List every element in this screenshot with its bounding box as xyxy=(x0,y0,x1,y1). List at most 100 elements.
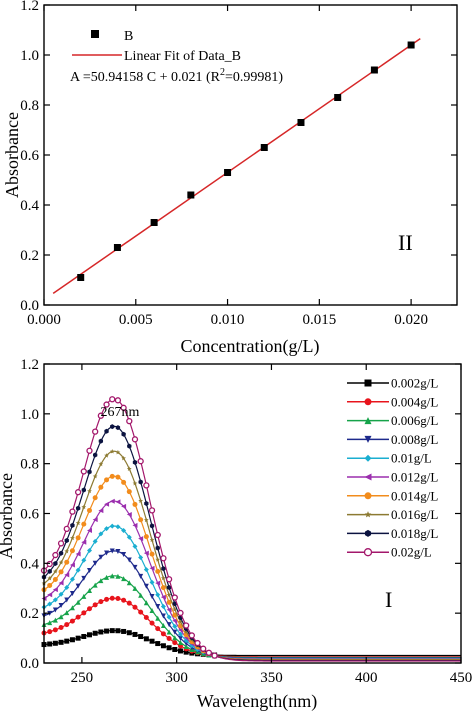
spectrum-point xyxy=(160,594,166,600)
spectrum-point xyxy=(127,443,132,449)
spectrum-point xyxy=(86,447,93,454)
spectrum-point xyxy=(92,517,98,523)
calibration-point xyxy=(407,41,415,49)
spectrum-point xyxy=(92,630,98,636)
spectrum-point xyxy=(166,599,172,605)
spectrum-point xyxy=(143,482,150,489)
spectrum-point xyxy=(160,555,167,562)
fit-equation: A =50.94158 C + 0.021 (R2=0.99981) xyxy=(70,67,283,85)
legend-item-label: 0.016g/L xyxy=(391,507,438,522)
spectrum-point xyxy=(177,609,184,617)
spectrum-point xyxy=(126,600,132,606)
spectrum-point xyxy=(194,639,201,647)
spectrum-series xyxy=(41,595,461,659)
calibration-y-tick-label: 0.0 xyxy=(20,298,39,314)
spectrum-point xyxy=(115,425,121,431)
legend-swatch-marker xyxy=(364,398,372,406)
calibration-y-tick-label: 0.8 xyxy=(20,98,39,114)
spectrum-point xyxy=(144,501,149,507)
spectrum-series xyxy=(41,628,461,658)
legend-swatch-marker xyxy=(364,511,372,518)
spectrum-point xyxy=(53,560,58,566)
spectrum-point xyxy=(172,629,178,635)
spectrum-point xyxy=(52,577,58,583)
spectrum-point xyxy=(75,551,81,557)
spectrum-line xyxy=(43,630,461,657)
legend-swatch-marker xyxy=(363,548,373,557)
spectrum-point xyxy=(132,522,138,528)
legend-swatch-marker xyxy=(364,435,372,443)
spectrum-point xyxy=(52,551,59,559)
spectrum-point xyxy=(160,585,166,591)
spectrum-point xyxy=(166,622,172,628)
legend-item: 0.002g/L xyxy=(347,376,438,391)
spectrum-point xyxy=(47,568,52,574)
spectrum-series xyxy=(40,396,461,662)
calibration-x-tick-label: 0.010 xyxy=(211,312,245,328)
spectrum-point xyxy=(69,548,75,554)
spectrum-point xyxy=(47,641,53,647)
calibration-chart: 0.000 0.005 0.010 0.015 0.020 0.0 0.2 0.4 0.6 0.8… xyxy=(2,0,458,357)
spectrum-point xyxy=(104,453,109,458)
spectrum-point xyxy=(81,593,87,599)
calibration-point xyxy=(77,274,85,281)
spectra-y-tick-label: 0.6 xyxy=(20,507,39,523)
legend-swatch-marker xyxy=(364,454,372,462)
spectrum-point xyxy=(86,567,92,573)
spectrum-point xyxy=(63,525,70,533)
spectrum-point xyxy=(93,452,98,458)
spectrum-point xyxy=(149,523,155,529)
spectrum-point xyxy=(155,615,161,621)
spectrum-point xyxy=(126,511,132,517)
spectra-y-tick-label: 1.2 xyxy=(20,357,39,373)
calibration-y-tick-label: 1.2 xyxy=(20,0,39,14)
spectrum-point xyxy=(47,575,53,581)
legend-item-label: 0.014g/L xyxy=(391,488,438,503)
spectrum-point xyxy=(58,625,64,631)
legend-item-label: 0.006g/L xyxy=(391,413,438,428)
spectrum-point xyxy=(64,622,70,628)
spectrum-point xyxy=(149,551,155,557)
spectrum-point xyxy=(58,580,64,586)
spectrum-point xyxy=(121,597,127,603)
spectrum-point xyxy=(52,607,58,613)
spectrum-point xyxy=(183,629,189,634)
spectrum-point xyxy=(178,619,183,624)
legend-points-marker xyxy=(91,30,99,38)
spectrum-point xyxy=(137,458,144,465)
spectrum-point xyxy=(132,480,138,486)
spectrum-point xyxy=(138,592,144,598)
peak-annotation: 267nm xyxy=(101,405,140,420)
spectrum-point xyxy=(81,539,87,545)
spectrum-point xyxy=(86,547,92,553)
calibration-point xyxy=(370,66,378,74)
spectrum-point xyxy=(75,520,81,526)
legend-item: 0.014g/L xyxy=(347,488,438,503)
spectrum-point xyxy=(69,591,75,597)
spectrum-point xyxy=(52,627,58,633)
spectrum-point xyxy=(69,637,75,643)
spectrum-point xyxy=(114,397,122,404)
spectrum-point xyxy=(47,620,53,626)
spectrum-point xyxy=(75,505,81,511)
legend-item: 0.012g/L xyxy=(347,470,438,485)
spectrum-point xyxy=(155,626,161,632)
legend-item-label: 0.01g/L xyxy=(391,451,432,466)
spectrum-point xyxy=(64,559,70,565)
spectrum-point xyxy=(126,466,132,471)
spectrum-series xyxy=(41,573,461,659)
spectrum-point xyxy=(166,592,172,597)
fit-equation-tail: =0.99981) xyxy=(225,70,283,85)
spectrum-point xyxy=(109,473,115,479)
legend-fit-label: Linear Fit of Data_B xyxy=(124,49,241,64)
spectrum-point xyxy=(138,573,144,579)
spectrum-point xyxy=(149,593,155,599)
spectrum-point xyxy=(188,632,195,639)
spectra-legend: 0.002g/L 0.004g/L 0.006g/L 0.008g/L 0.01g/L 0… xyxy=(347,376,438,560)
spectrum-point xyxy=(132,631,138,637)
spectra-x-tick-label: 450 xyxy=(450,670,473,686)
spectrum-point xyxy=(177,648,183,654)
spectrum-point xyxy=(98,438,104,444)
spectrum-point xyxy=(47,592,53,598)
spectrum-point xyxy=(166,629,172,635)
